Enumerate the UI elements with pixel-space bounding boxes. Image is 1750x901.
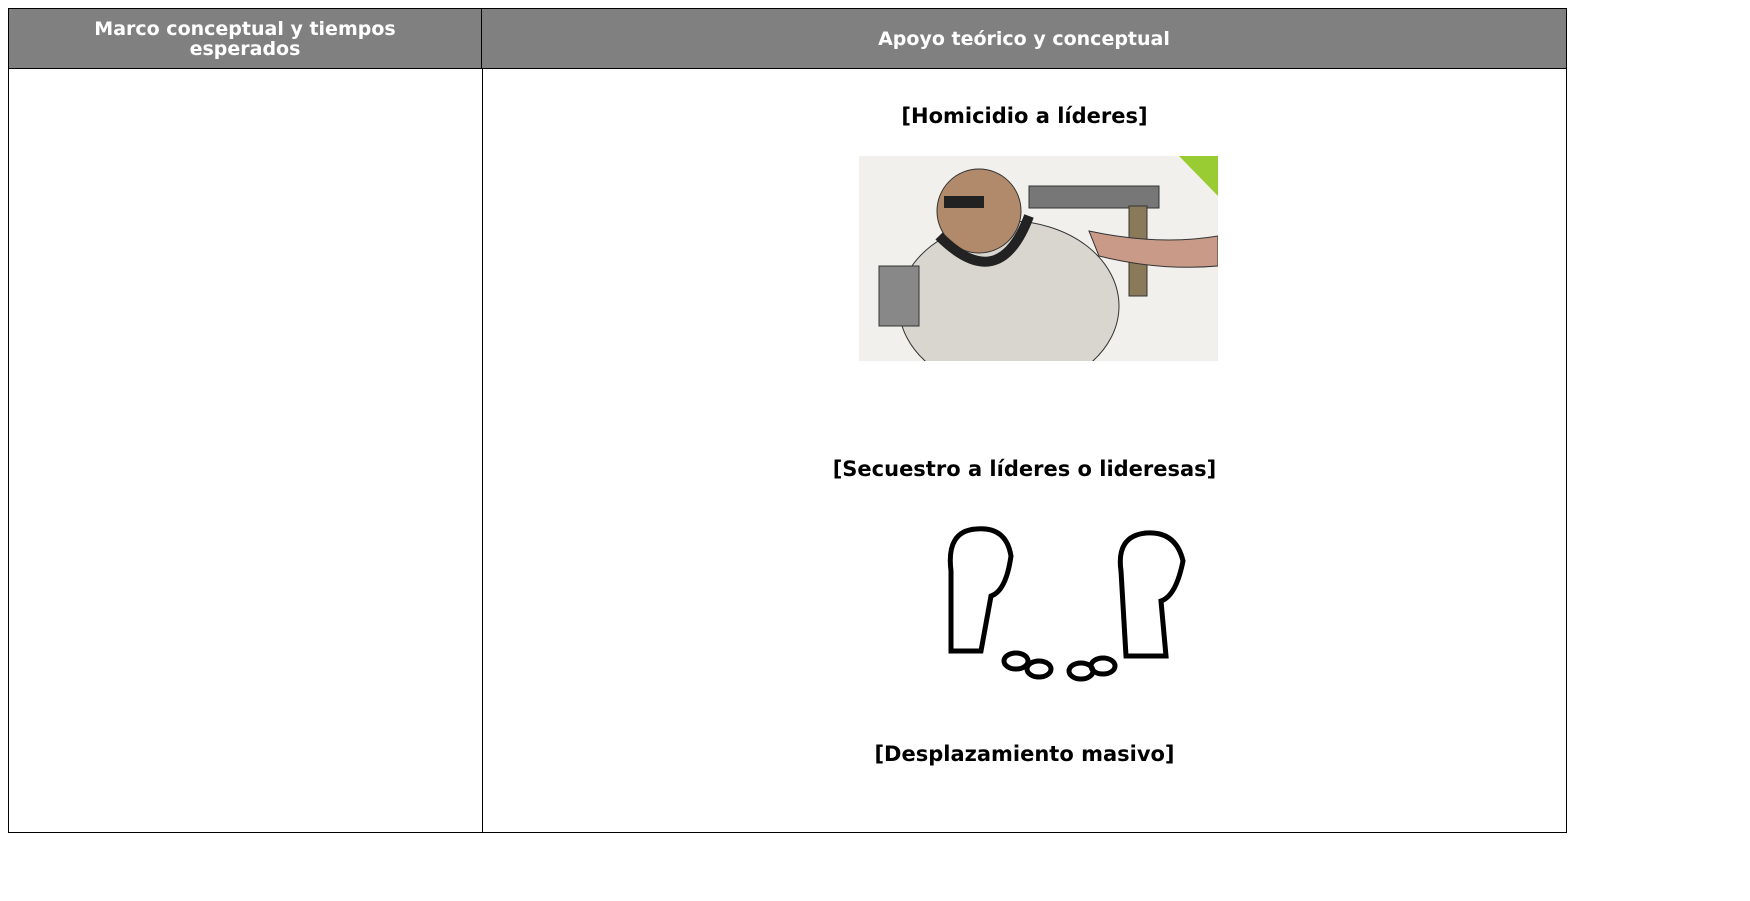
item-title: [Homicidio a líderes] bbox=[901, 104, 1148, 128]
column-divider bbox=[482, 68, 483, 832]
header-cell: Marco conceptual y tiempos esperados bbox=[9, 9, 482, 68]
header-cell: Apoyo teórico y conceptual bbox=[482, 9, 1566, 68]
illustration bbox=[921, 511, 1201, 696]
illustration bbox=[859, 156, 1218, 361]
item-title: [Secuestro a líderes o lideresas] bbox=[832, 457, 1217, 481]
table: Marco conceptual y tiempos esperados Apo… bbox=[8, 8, 1567, 833]
row-divider bbox=[9, 68, 1566, 69]
item-title: [Desplazamiento masivo] bbox=[874, 742, 1175, 766]
